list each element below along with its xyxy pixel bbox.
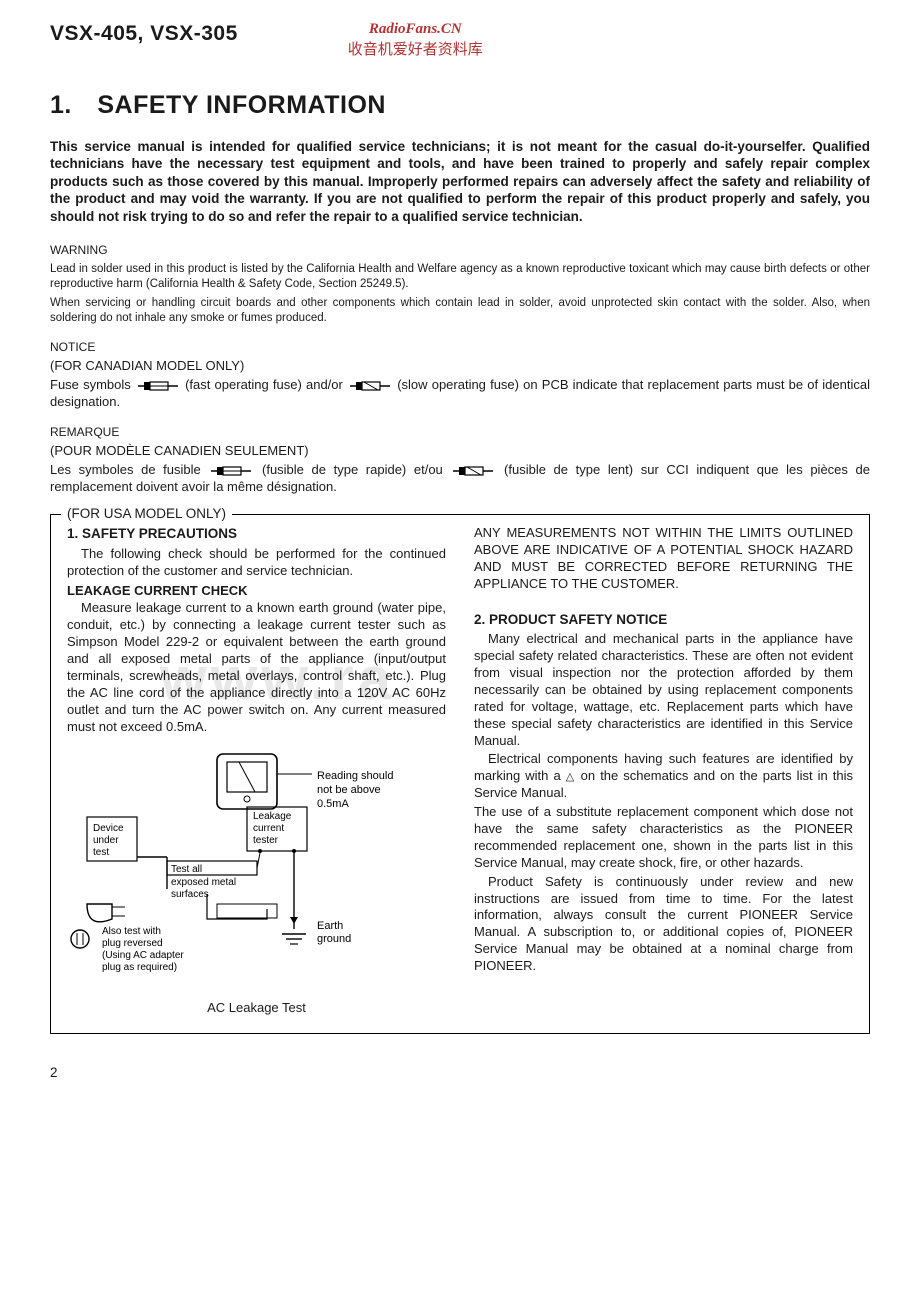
watermark-en: RadioFans.CN	[348, 20, 483, 40]
product-safety-p2: Electrical components having such featur…	[474, 751, 853, 802]
diag-device-3: test	[93, 847, 109, 858]
notice-sub: (FOR CANADIAN MODEL ONLY)	[50, 358, 870, 375]
notice-pre: Fuse symbols	[50, 377, 135, 392]
measurements-warning: ANY MEASUREMENTS NOT WITHIN THE LIMITS O…	[474, 525, 853, 593]
leakage-diagram-svg: Reading should not be above 0.5mA Leakag…	[67, 749, 427, 989]
usa-model-box: (FOR USA MODEL ONLY) 1. SAFETY PRECAUTIO…	[50, 514, 870, 1034]
remarque-body: Les symboles de fusible (fusible de type…	[50, 462, 870, 496]
remarque-heading: REMARQUE	[50, 425, 870, 441]
remarque-mid1: (fusible de type rapide) et/ou	[262, 462, 450, 477]
product-safety-p3: The use of a substitute replacement comp…	[474, 804, 853, 872]
product-safety-head: 2. PRODUCT SAFETY NOTICE	[474, 611, 853, 629]
warning-p1: Lead in solder used in this product is l…	[50, 262, 870, 292]
diagram-caption: AC Leakage Test	[67, 1000, 446, 1017]
product-safety-p1: Many electrical and mechanical parts in …	[474, 631, 853, 749]
diag-plug-4: plug as required)	[102, 962, 177, 973]
usa-right-column: ANY MEASUREMENTS NOT WITHIN THE LIMITS O…	[474, 525, 853, 1017]
diag-device-2: under	[93, 835, 119, 846]
usa-left-column: 1. SAFETY PRECAUTIONS The following chec…	[67, 525, 446, 1017]
diag-device-1: Device	[93, 823, 124, 834]
product-safety-p4: Product Safety is continuously under rev…	[474, 874, 853, 975]
diag-earth-2: ground	[317, 933, 351, 945]
safety-precautions-head: 1. SAFETY PRECAUTIONS	[67, 525, 446, 543]
remarque-pre: Les symboles de fusible	[50, 462, 208, 477]
diag-reading-3: 0.5mA	[317, 798, 349, 810]
diag-testall-2: exposed metal	[171, 877, 236, 888]
svg-text:-: -	[297, 846, 300, 857]
model-title: VSX-405, VSX-305	[50, 20, 238, 47]
fast-fuse-icon	[138, 380, 178, 392]
slow-fuse-icon	[350, 380, 390, 392]
diag-testall-3: surfaces	[171, 889, 209, 900]
notice-mid1: (fast operating fuse) and/or	[185, 377, 347, 392]
diag-plug-1: Also test with	[102, 926, 161, 937]
diag-tester-1: Leakage	[253, 811, 292, 822]
notice-body: Fuse symbols (fast operating fuse) and/o…	[50, 377, 870, 411]
site-watermark: RadioFans.CN 收音机爱好者资料库	[348, 20, 483, 59]
intro-paragraph: This service manual is intended for qual…	[50, 138, 870, 226]
leakage-check-body: Measure leakage current to a known earth…	[67, 600, 446, 735]
slow-fuse-icon	[453, 465, 493, 477]
notice-heading: NOTICE	[50, 340, 870, 356]
fast-fuse-icon	[211, 465, 251, 477]
diag-testall-1: Test all	[171, 864, 202, 875]
diag-earth-1: Earth	[317, 920, 343, 932]
warning-heading: WARNING	[50, 243, 870, 259]
diag-plug-2: plug reversed	[102, 938, 163, 949]
diag-reading-2: not be above	[317, 784, 381, 796]
warning-p2: When servicing or handling circuit board…	[50, 296, 870, 326]
diag-tester-2: current	[253, 823, 284, 834]
watermark-cn: 收音机爱好者资料库	[348, 40, 483, 60]
safety-precautions-p1: The following check should be performed …	[67, 546, 446, 580]
diag-plug-3: (Using AC adapter	[102, 950, 184, 961]
leakage-check-head: LEAKAGE CURRENT CHECK	[67, 583, 446, 600]
section-title: 1. SAFETY INFORMATION	[50, 89, 870, 122]
remarque-sub: (POUR MODÈLE CANADIEN SEULEMENT)	[50, 443, 870, 460]
diag-reading-1: Reading should	[317, 770, 393, 782]
leakage-diagram: Reading should not be above 0.5mA Leakag…	[67, 749, 446, 1017]
diag-tester-3: tester	[253, 835, 279, 846]
triangle-icon: △	[566, 771, 576, 783]
page-number: 2	[50, 1064, 870, 1082]
page-header: VSX-405, VSX-305 RadioFans.CN 收音机爱好者资料库	[50, 20, 870, 59]
usa-box-label: (FOR USA MODEL ONLY)	[61, 505, 232, 523]
